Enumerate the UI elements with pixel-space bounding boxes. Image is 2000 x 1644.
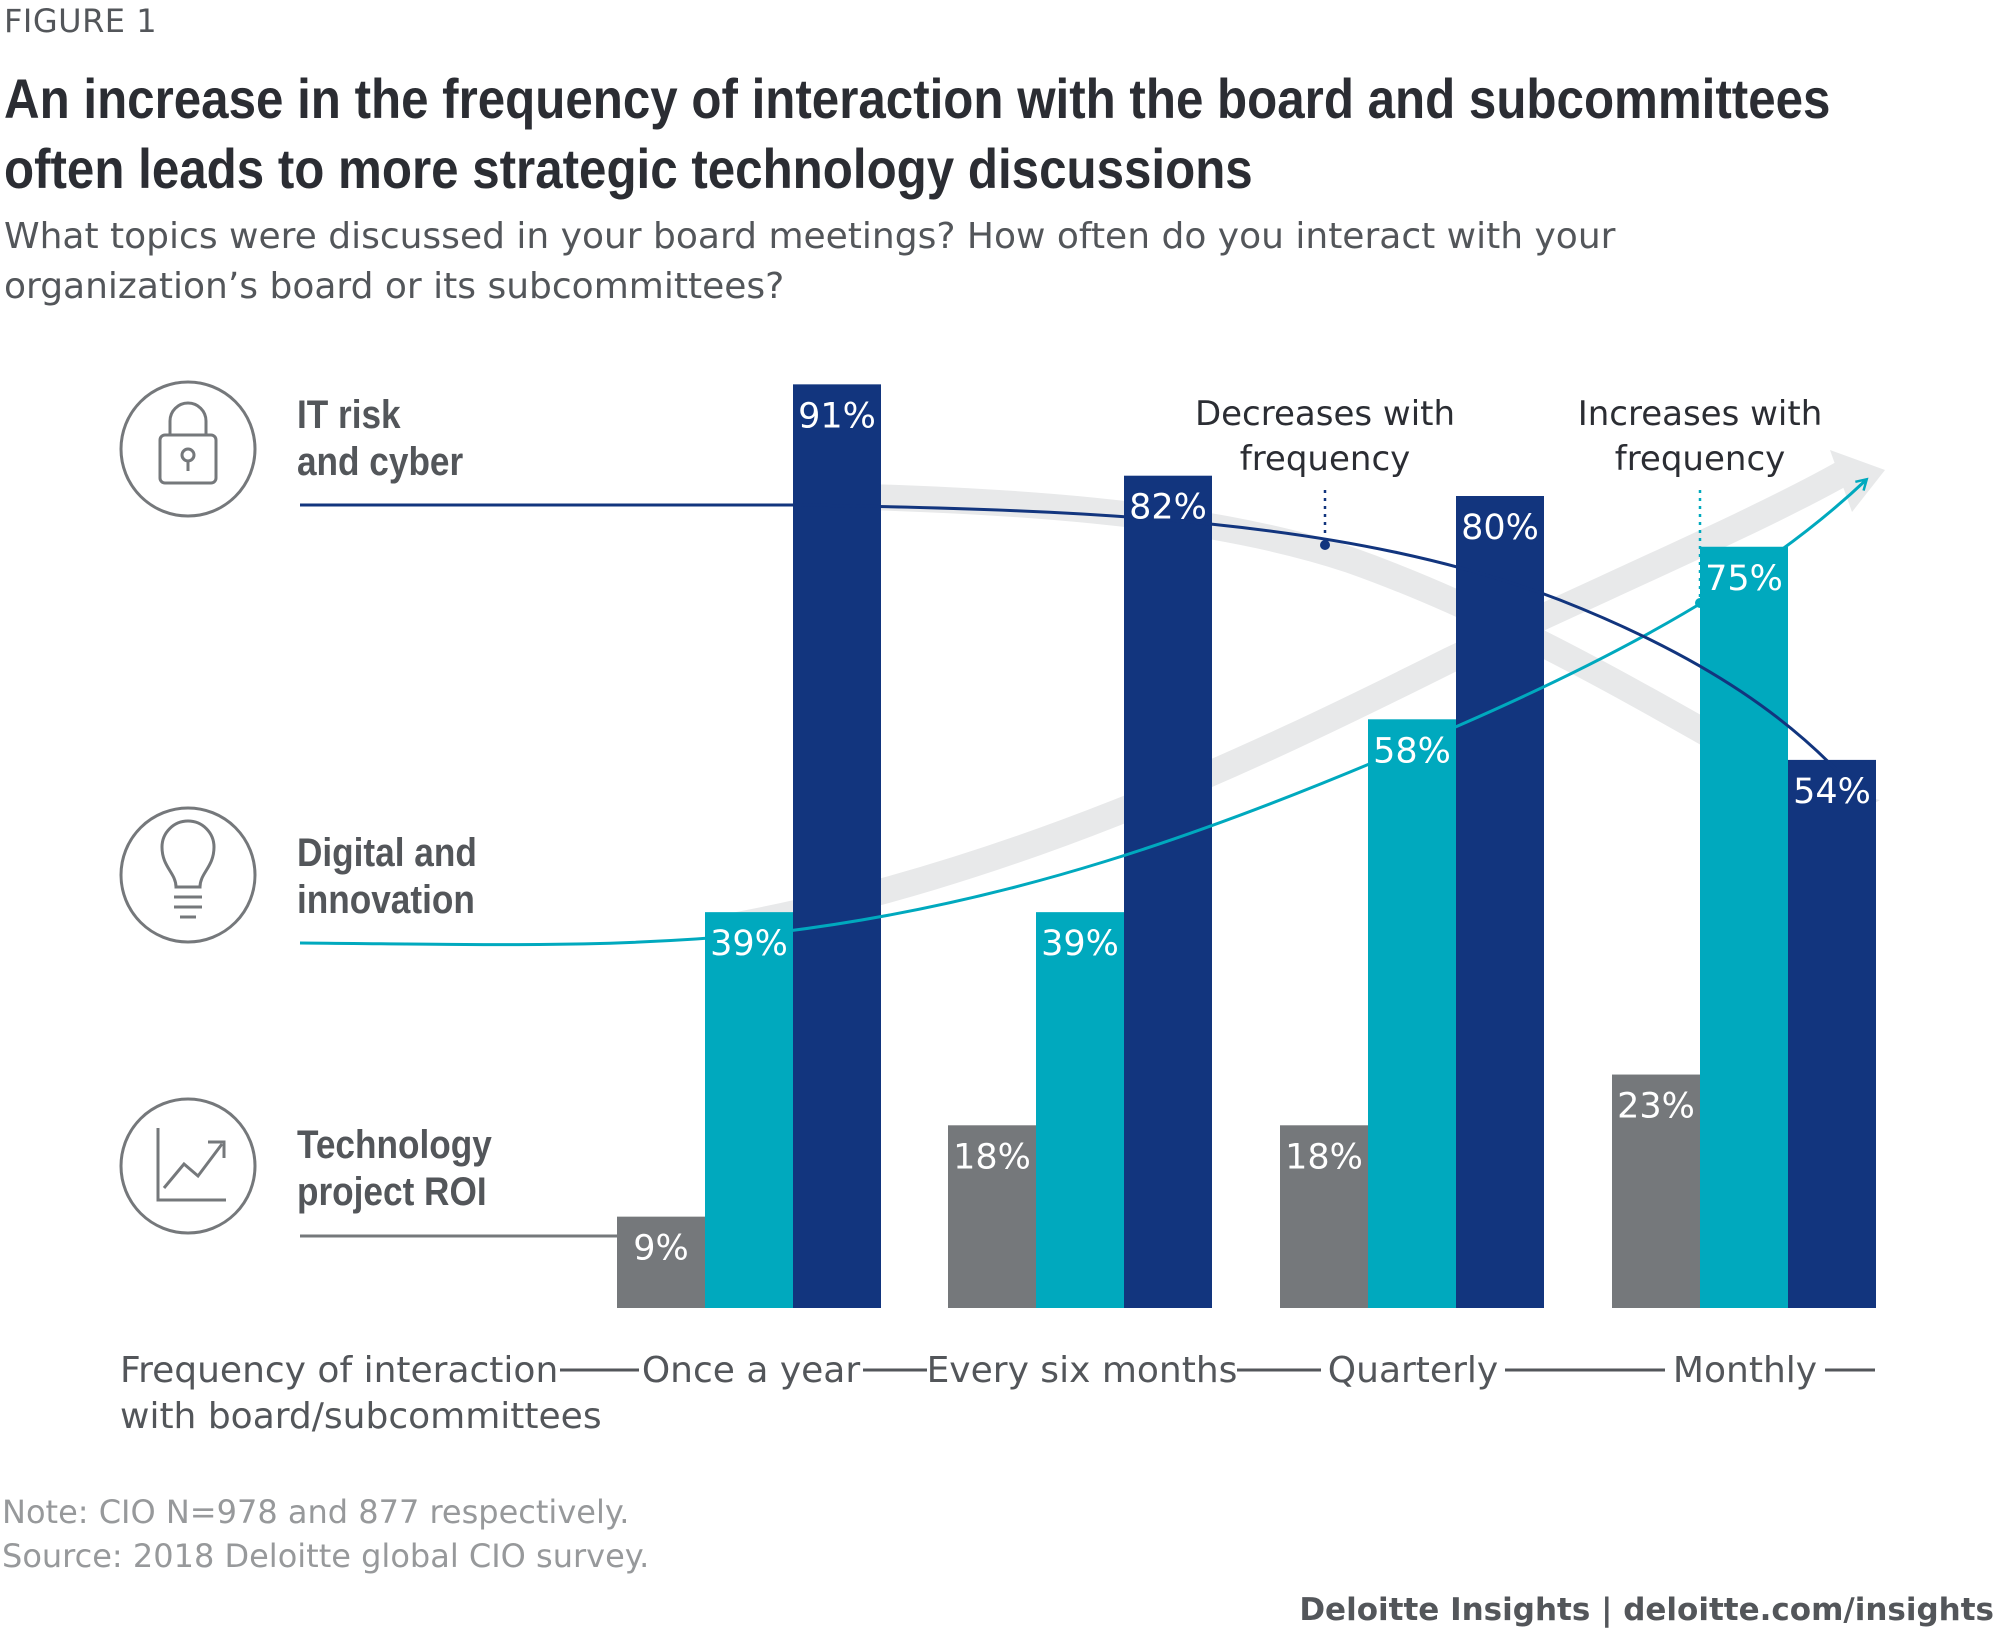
annotation-label: frequency [1615,439,1786,479]
annotation-label: frequency [1240,439,1411,479]
chart-title-line-1: An increase in the frequency of interact… [4,67,1831,130]
series-name-label: and cyber [297,439,464,484]
bar-roi-1 [617,1216,705,1308]
bar-risk-1 [793,384,881,1309]
series-name-label: Digital and [297,830,477,875]
icon-circle [119,1097,257,1235]
annotation-label: Decreases with [1195,394,1455,434]
trend-axes [156,1128,226,1202]
bar-roi-4 [1612,1074,1700,1308]
chart-subtitle-line-1: What topics were discussed in your board… [4,216,1616,257]
lightbulb-icon [119,806,257,944]
chart-note: Note: CIO N=978 and 877 respectively. So… [2,1490,649,1578]
chart-title-line-2: often leads to more strategic technology… [4,137,1253,200]
figure-label: FIGURE 1 [4,2,158,40]
bar-roi-3 [1280,1125,1368,1308]
lightbulb-globe [160,819,216,889]
series-name-label: Technology [297,1122,492,1167]
chart-subtitle: What topics were discussed in your board… [4,212,1904,312]
series-name-label: IT risk [297,392,401,437]
risk-trend-line [300,503,1870,808]
trend-band-increase [707,460,1852,943]
bar-value-label: 91% [798,396,876,436]
icon-circle [119,380,257,518]
annotation-label: Increases with [1578,394,1823,434]
bar-digital-4 [1700,546,1788,1308]
bar-digital-2 [1036,912,1124,1308]
bar-value-label: 18% [1285,1137,1363,1177]
trend-line [162,1143,224,1189]
icon-circle [119,806,257,944]
bar-value-label: 9% [633,1229,689,1269]
digital-trend-line [299,480,1866,947]
note-line: Note: CIO N=978 and 877 respectively. [2,1493,630,1531]
x-axis-category-label: Monthly [1673,1350,1817,1391]
bar-risk-2 [1124,475,1212,1308]
bar-value-label: 39% [710,924,788,964]
chart-subtitle-line-2: organization’s board or its subcommittee… [4,266,785,307]
bar-digital-1 [705,912,793,1308]
footer-credit: Deloitte Insights | deloitte.com/insight… [1299,1592,1994,1628]
bar-value-label: 23% [1617,1087,1695,1127]
series-name-label: innovation [297,877,475,922]
x-axis-title: with board/subcommittees [120,1396,602,1437]
annotation-dot [1320,540,1330,550]
padlock-icon [119,380,257,518]
bar-value-label: 82% [1129,488,1207,528]
source-line: Source: 2018 Deloitte global CIO survey. [2,1537,650,1575]
annotation-dot [1695,598,1705,608]
padlock-body [158,433,218,485]
padlock-keyhole [180,447,196,463]
x-axis-category-label: Quarterly [1328,1350,1498,1391]
bar-value-label: 58% [1373,731,1451,771]
x-axis-title: Frequency of interaction [120,1350,558,1391]
bar-value-label: 18% [953,1137,1031,1177]
x-axis-category-label: Once a year [642,1350,861,1391]
bar-value-label: 80% [1461,508,1539,548]
chart-trend-icon [119,1097,257,1235]
padlock-shackle [168,401,208,435]
bar-roi-2 [948,1125,1036,1308]
chart-title: An increase in the frequency of interact… [4,64,1831,204]
trend-band-decrease [799,482,1797,792]
series-name-label: project ROI [297,1169,487,1214]
bar-risk-4 [1788,759,1876,1308]
bar-digital-3 [1368,719,1456,1308]
bar-value-label: 54% [1793,772,1871,812]
trend-arrowhead [208,1140,226,1158]
bar-value-label: 39% [1041,924,1119,964]
bar-value-label: 75% [1705,559,1783,599]
x-axis-category-label: Every six months [927,1350,1238,1391]
bar-risk-3 [1456,496,1544,1308]
